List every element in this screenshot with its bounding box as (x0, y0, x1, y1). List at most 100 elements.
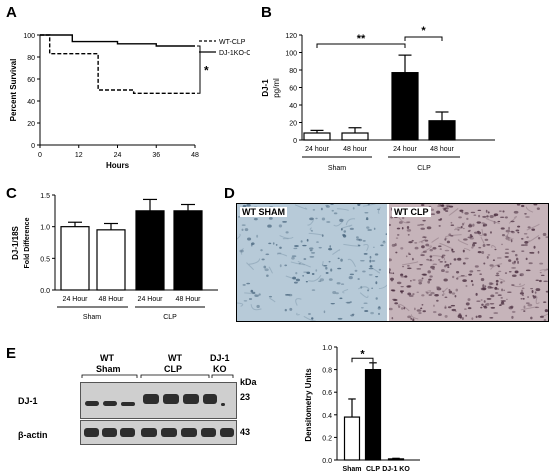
y-tick-label: 0.0 (40, 288, 50, 295)
tissue-nucleus (318, 280, 322, 282)
blot-band (102, 428, 117, 437)
tissue-fiber (535, 296, 540, 305)
tissue-nucleus (401, 227, 404, 230)
tissue-nucleus (504, 252, 510, 254)
tissue-texture (237, 204, 387, 321)
tissue-nucleus (389, 223, 392, 226)
tissue-fiber (427, 258, 434, 262)
tissue-nucleus (532, 295, 536, 299)
tissue-nucleus (444, 315, 448, 318)
tissue-nucleus (316, 241, 319, 243)
tissue-nucleus (392, 272, 395, 275)
category-label: 48 hour (343, 146, 367, 153)
tissue-nucleus (291, 256, 295, 260)
tissue-nucleus (440, 204, 445, 207)
tissue-nucleus (522, 297, 525, 300)
panel-label-e: E (6, 345, 17, 362)
tissue-nucleus (328, 260, 331, 263)
tissue-nucleus (496, 272, 499, 275)
blot-strip-dj1 (80, 382, 237, 419)
tissue-nucleus (254, 294, 259, 298)
tissue-nucleus (309, 249, 313, 252)
group-label-clp: CLP (163, 314, 177, 321)
tissue-nucleus (471, 246, 474, 249)
tissue-nucleus (419, 263, 423, 266)
tissue-nucleus (444, 260, 447, 264)
tissue-nucleus (468, 224, 473, 228)
tissue-fiber (439, 242, 454, 250)
tissue-nucleus (527, 296, 529, 298)
bar (96, 229, 126, 291)
tissue-fiber (378, 284, 387, 290)
tissue-nucleus (400, 276, 405, 278)
tissue-nucleus (272, 242, 275, 245)
tissue-nucleus (475, 292, 478, 296)
tissue-nucleus (445, 270, 449, 274)
category-label: Sham (342, 466, 361, 473)
tissue-nucleus (406, 228, 412, 232)
tissue-fiber (541, 313, 548, 317)
tissue-nucleus (438, 218, 442, 221)
micrograph-divider (387, 204, 389, 321)
tissue-nucleus (398, 221, 403, 224)
tissue-nucleus (493, 213, 499, 217)
significance-bracket (351, 357, 374, 363)
tissue-nucleus (380, 244, 384, 247)
tissue-nucleus (321, 217, 326, 221)
tissue-nucleus (282, 221, 287, 223)
y-tick-label: 0.4 (322, 413, 332, 420)
blot-band (143, 394, 159, 404)
tissue-nucleus (349, 273, 355, 276)
tissue-fiber (456, 275, 467, 279)
tissue-nucleus (538, 279, 542, 283)
tissue-nucleus (298, 262, 301, 265)
tissue-nucleus (493, 220, 496, 225)
tissue-nucleus (375, 297, 378, 300)
blot-band (201, 428, 216, 437)
tissue-nucleus (279, 246, 282, 249)
tissue-nucleus (441, 255, 444, 259)
tissue-fiber (322, 261, 327, 267)
tissue-nucleus (511, 231, 515, 234)
y-tick-label: 20 (289, 121, 297, 128)
tissue-nucleus (508, 259, 512, 262)
tissue-nucleus (447, 266, 450, 269)
category-label: 24 hour (393, 146, 417, 153)
tissue-nucleus (472, 242, 477, 245)
tissue-nucleus (477, 209, 482, 212)
tissue-nucleus (462, 249, 465, 253)
tissue-nucleus (461, 211, 464, 214)
tissue-nucleus (471, 317, 474, 321)
tissue-nucleus (412, 293, 415, 295)
tissue-nucleus (312, 208, 316, 211)
blot-kda-label: kDa (240, 377, 257, 387)
tissue-nucleus (519, 292, 525, 295)
significance-bracket-1 (316, 43, 406, 48)
tissue-nucleus (446, 205, 449, 207)
tissue-nucleus (253, 217, 258, 221)
tissue-nucleus (464, 308, 467, 311)
tissue-fiber (511, 283, 526, 288)
y-tick-label: 40 (27, 99, 35, 106)
tissue-nucleus (477, 315, 482, 318)
tissue-nucleus (412, 279, 416, 281)
tissue-nucleus (421, 294, 425, 297)
tissue-fiber (244, 292, 257, 295)
tissue-nucleus (462, 227, 465, 230)
tissue-nucleus (360, 307, 364, 309)
tissue-nucleus (371, 287, 374, 290)
tissue-nucleus (389, 271, 391, 274)
tissue-nucleus (544, 309, 548, 313)
tissue-nucleus (305, 280, 308, 283)
tissue-nucleus (395, 251, 398, 254)
tissue-nucleus (411, 239, 414, 242)
tissue-nucleus (523, 305, 526, 309)
tissue-nucleus (504, 216, 508, 219)
tissue-nucleus (439, 261, 443, 263)
tissue-nucleus (389, 258, 392, 262)
tissue-nucleus (329, 245, 332, 248)
tissue-nucleus (505, 298, 508, 301)
tissue-nucleus (258, 293, 261, 296)
tissue-nucleus (469, 234, 472, 237)
tissue-nucleus (465, 314, 468, 317)
